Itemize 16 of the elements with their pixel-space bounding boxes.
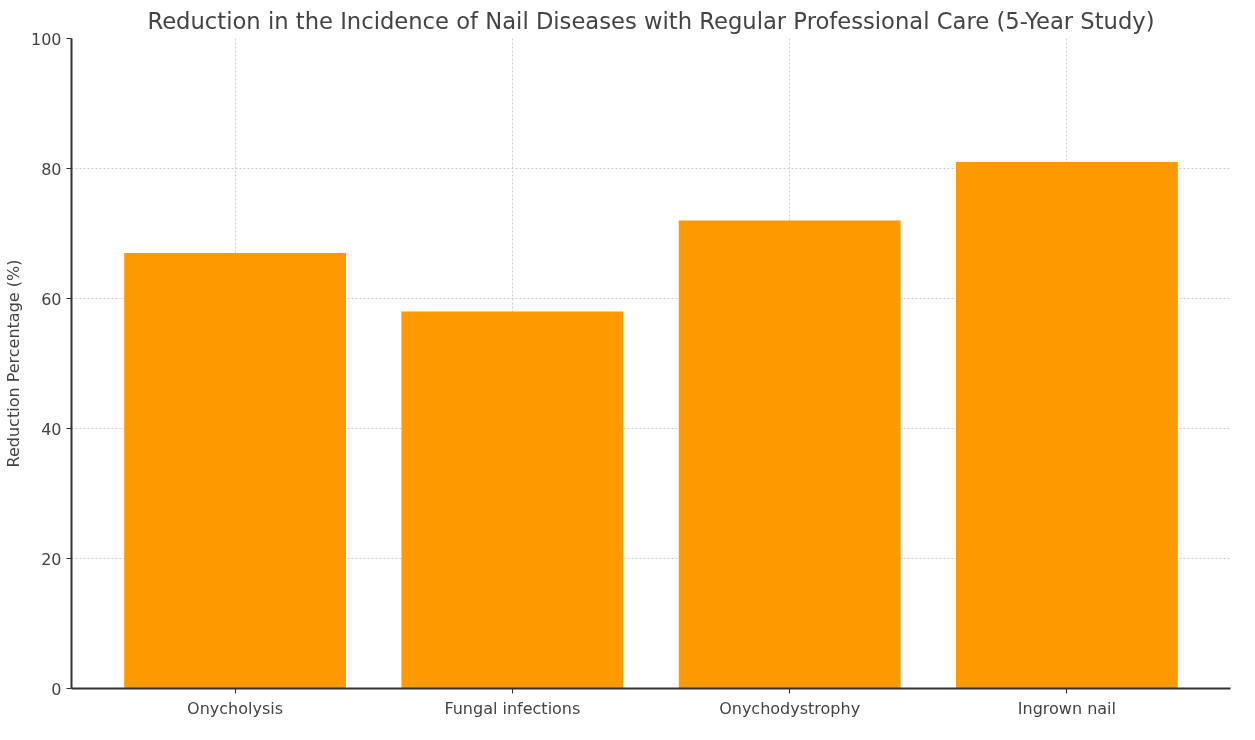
- y-axis-title: Reduction Percentage (%): [3, 259, 23, 468]
- x-tick-label: Onycholysis: [187, 698, 284, 718]
- y-tick-label: 60: [41, 289, 62, 309]
- y-tick-label: 20: [41, 549, 62, 569]
- bar: [678, 220, 901, 689]
- bar: [401, 311, 624, 689]
- y-tick-label: 0: [51, 679, 62, 699]
- y-tick-label: 80: [41, 159, 62, 179]
- x-tick-label: Ingrown nail: [1017, 698, 1117, 718]
- y-tick-label: 100: [30, 29, 62, 49]
- y-tick-label: 40: [41, 419, 62, 439]
- x-tick-label: Onychodystrophy: [719, 698, 861, 718]
- bar: [124, 253, 346, 689]
- chart-title: Reduction in the Incidence of Nail Diseases with Regular Professional Care (5-Year Study): [147, 7, 1155, 34]
- bar: [956, 162, 1178, 689]
- x-tick-label: Fungal infections: [444, 698, 581, 718]
